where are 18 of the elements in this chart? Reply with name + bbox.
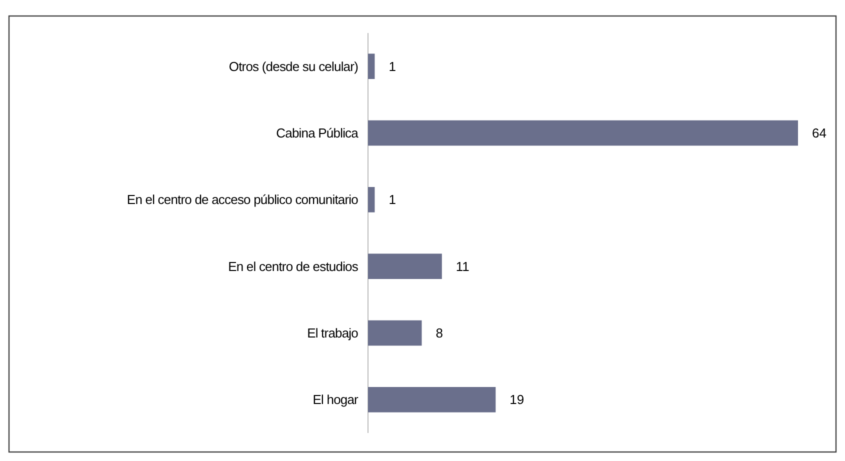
data-label: 19 <box>510 392 524 408</box>
y-tick-label: Otros (desde su celular) <box>228 58 358 74</box>
y-tick-label: El trabajo <box>307 326 358 341</box>
bar <box>368 187 375 212</box>
bar <box>368 54 375 79</box>
bar <box>368 320 422 346</box>
data-label: 11 <box>456 258 470 274</box>
y-tick-label: Cabina Pública <box>276 126 360 141</box>
data-label: 1 <box>388 58 396 74</box>
bar <box>368 120 798 146</box>
data-label: 64 <box>812 126 826 141</box>
y-tick-label: El hogar <box>312 392 360 408</box>
y-tick-label: En el centro de estudios <box>228 258 359 274</box>
data-label: 1 <box>388 192 396 208</box>
bar <box>368 254 442 279</box>
bar <box>368 387 496 412</box>
y-tick-label: En el centro de acceso público comunitario <box>126 192 358 208</box>
data-label: 8 <box>436 326 443 341</box>
